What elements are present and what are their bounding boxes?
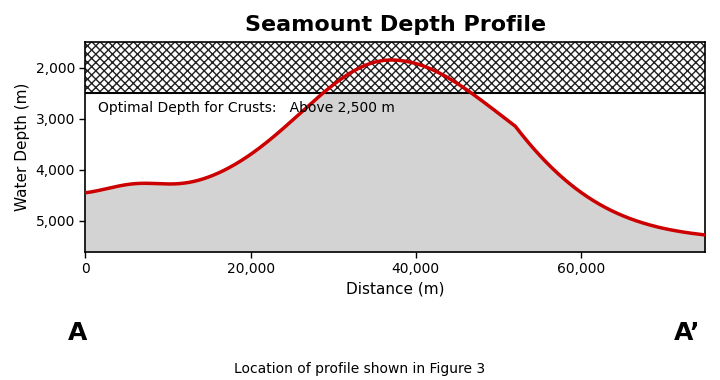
Y-axis label: Water Depth (m): Water Depth (m) xyxy=(15,83,30,211)
Text: Location of profile shown in Figure 3: Location of profile shown in Figure 3 xyxy=(235,362,485,376)
X-axis label: Distance (m): Distance (m) xyxy=(346,282,444,297)
Text: Optimal Depth for Crusts:   Above 2,500 m: Optimal Depth for Crusts: Above 2,500 m xyxy=(98,101,395,115)
Text: A’: A’ xyxy=(675,321,701,345)
Title: Seamount Depth Profile: Seamount Depth Profile xyxy=(245,15,546,35)
Text: A: A xyxy=(68,321,87,345)
Bar xyxy=(86,42,705,93)
